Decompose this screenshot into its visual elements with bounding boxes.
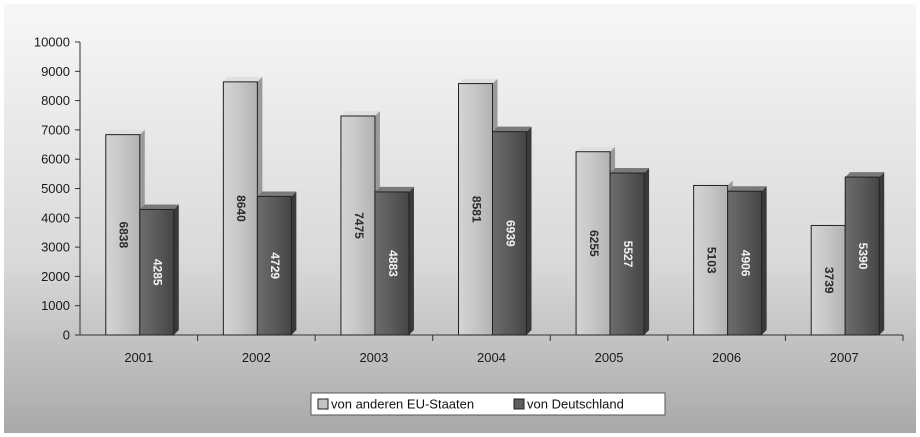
bar bbox=[844, 176, 880, 336]
data-label: 5527 bbox=[621, 241, 635, 268]
legend-box bbox=[310, 392, 666, 416]
y-tick-label: 5000 bbox=[41, 181, 70, 196]
bar bbox=[458, 83, 493, 336]
y-tick-label: 7000 bbox=[41, 122, 70, 137]
bar bbox=[374, 191, 410, 336]
bar bbox=[222, 81, 258, 336]
legend-label: von Deutschland bbox=[527, 397, 624, 412]
legend-swatch bbox=[317, 398, 329, 410]
bar-side bbox=[879, 172, 885, 335]
bar-top bbox=[105, 129, 145, 135]
legend: von anderen EU-Staaten von Deutschland bbox=[310, 392, 666, 416]
data-label: 4883 bbox=[386, 250, 400, 277]
data-label: 5103 bbox=[704, 247, 718, 274]
x-tick-label: 2004 bbox=[477, 350, 506, 365]
bar bbox=[727, 190, 763, 336]
y-tick-label: 2000 bbox=[41, 269, 70, 284]
data-label: 6939 bbox=[503, 220, 517, 247]
bar bbox=[609, 172, 645, 336]
y-tick-label: 6000 bbox=[41, 152, 70, 167]
bar-side bbox=[408, 186, 414, 335]
data-label: 4285 bbox=[151, 259, 165, 286]
bar-top bbox=[576, 146, 616, 152]
data-label: 4906 bbox=[738, 250, 752, 277]
y-tick-label: 0 bbox=[63, 328, 70, 343]
data-label: 4729 bbox=[268, 252, 282, 279]
bar bbox=[810, 224, 846, 336]
bar-top bbox=[257, 191, 297, 197]
bar-top bbox=[374, 186, 414, 192]
bar bbox=[256, 195, 292, 336]
bar-side bbox=[526, 126, 532, 335]
bar bbox=[575, 151, 611, 336]
bar-side bbox=[173, 204, 179, 335]
bar-top bbox=[727, 186, 767, 192]
y-tick-label: 10000 bbox=[34, 35, 70, 50]
legend-swatch bbox=[513, 398, 525, 410]
data-label: 8581 bbox=[469, 196, 483, 223]
bar bbox=[492, 131, 527, 336]
x-tick-label: 2001 bbox=[124, 350, 153, 365]
y-tick-label: 4000 bbox=[41, 210, 70, 225]
data-label: 7475 bbox=[352, 212, 366, 239]
y-tick-label: 9000 bbox=[41, 64, 70, 79]
bar-top bbox=[139, 204, 179, 210]
y-tick-label: 1000 bbox=[41, 298, 70, 313]
bar bbox=[693, 184, 729, 336]
x-tick-label: 2005 bbox=[595, 350, 624, 365]
bar-top bbox=[693, 180, 733, 186]
bar-top bbox=[340, 110, 380, 116]
bar-top bbox=[492, 126, 532, 132]
bar bbox=[105, 134, 141, 336]
bar-side bbox=[291, 191, 297, 335]
y-tick-label: 3000 bbox=[41, 240, 70, 255]
x-tick-label: 2002 bbox=[242, 350, 271, 365]
bar-top bbox=[811, 220, 851, 226]
data-label: 8640 bbox=[234, 195, 248, 222]
legend-label: von anderen EU-Staaten bbox=[331, 397, 474, 412]
bar-side bbox=[761, 186, 767, 335]
bar-top bbox=[223, 76, 263, 82]
x-tick-label: 2006 bbox=[712, 350, 741, 365]
x-tick-label: 2003 bbox=[359, 350, 388, 365]
bar-top bbox=[458, 78, 498, 84]
data-label: 3739 bbox=[822, 267, 836, 294]
bar-side bbox=[644, 168, 650, 335]
x-tick-label: 2007 bbox=[830, 350, 859, 365]
bar bbox=[340, 115, 376, 336]
bar-top bbox=[845, 172, 885, 178]
data-label: 6838 bbox=[117, 221, 131, 248]
data-label: 5390 bbox=[856, 243, 870, 270]
bar-top bbox=[610, 168, 650, 174]
bar bbox=[139, 208, 175, 336]
y-tick-label: 8000 bbox=[41, 93, 70, 108]
data-label: 6255 bbox=[587, 230, 601, 257]
